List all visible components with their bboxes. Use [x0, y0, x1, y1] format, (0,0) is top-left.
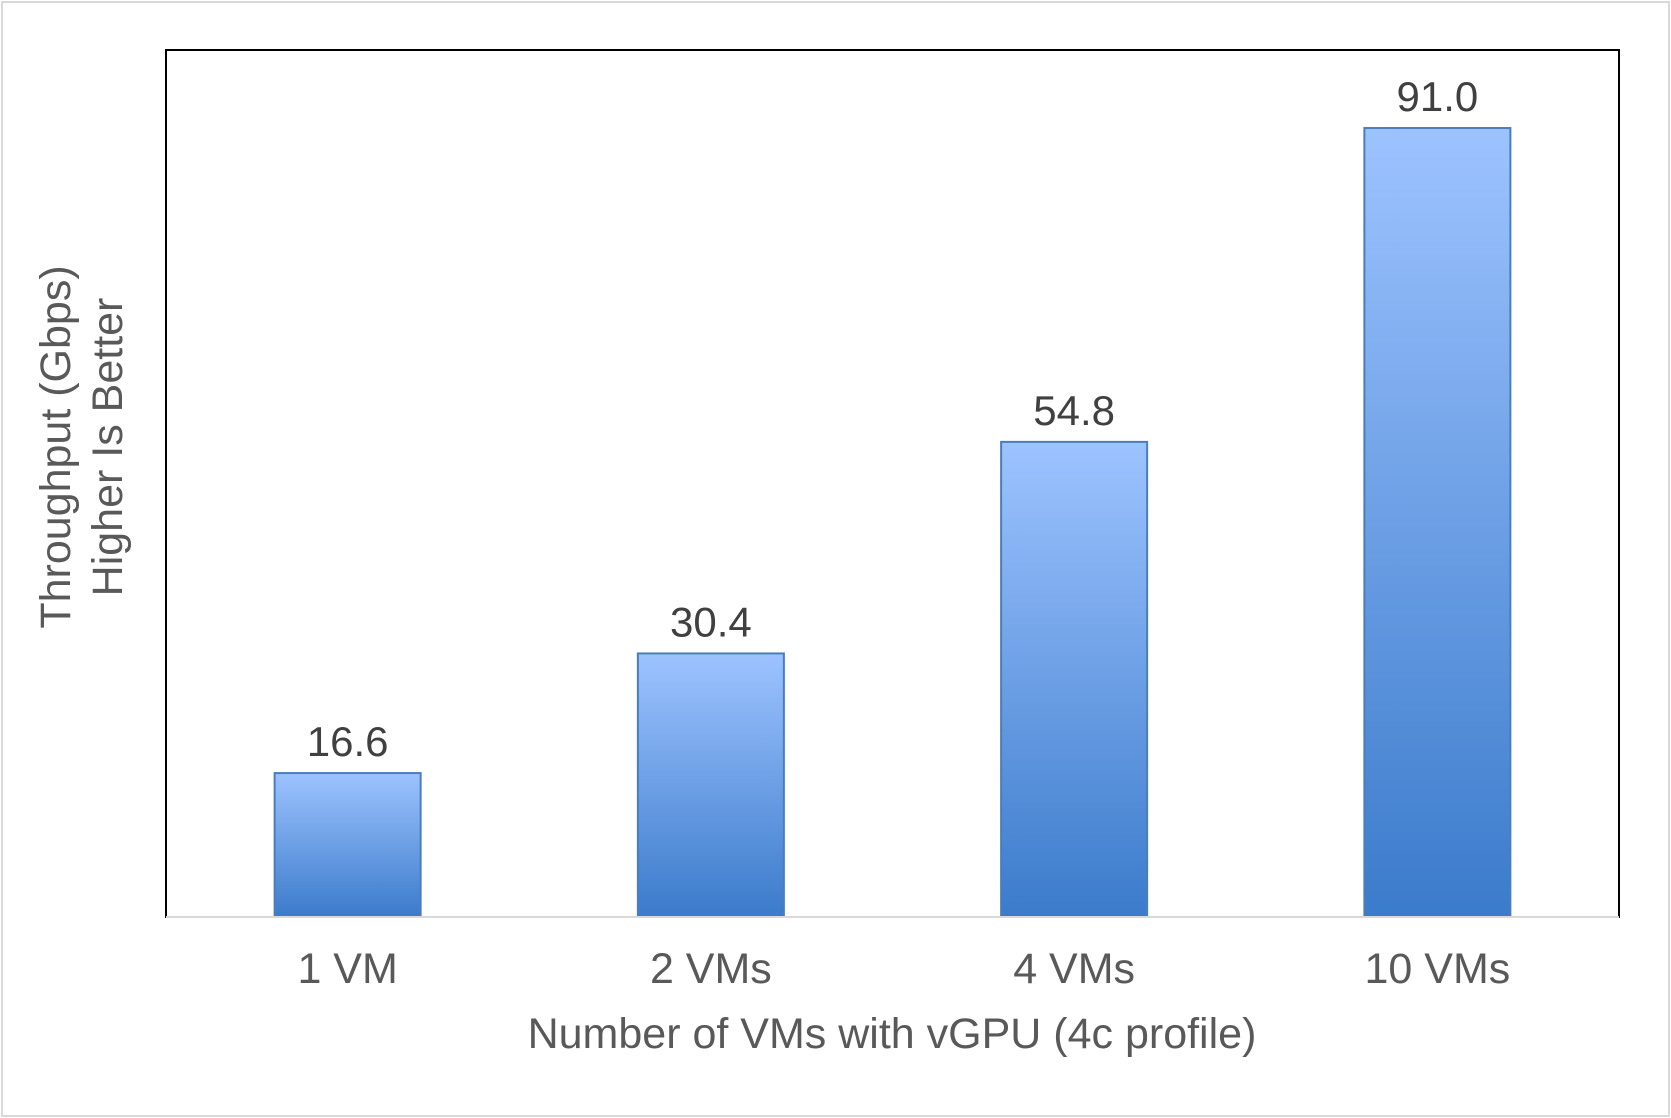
x-axis-title: Number of VMs with vGPU (4c profile)	[528, 1010, 1257, 1058]
bar	[1000, 440, 1149, 918]
bar	[636, 652, 785, 918]
x-tick-label: 10 VMs	[1364, 945, 1510, 993]
data-label: 30.4	[670, 598, 752, 645]
data-label: 16.6	[307, 718, 389, 765]
y-axis-title-line-2: Higher Is Better	[84, 298, 132, 597]
x-tick-label: 4 VMs	[1013, 945, 1135, 993]
data-label: 54.8	[1033, 387, 1115, 434]
data-label: 91.0	[1397, 73, 1479, 120]
x-tick-label: 2 VMs	[650, 945, 772, 993]
bar	[273, 772, 422, 918]
bar	[1363, 127, 1512, 918]
y-axis-title-line-1: Throughput (Gbps)	[32, 265, 80, 628]
x-tick-label: 1 VM	[297, 945, 397, 993]
